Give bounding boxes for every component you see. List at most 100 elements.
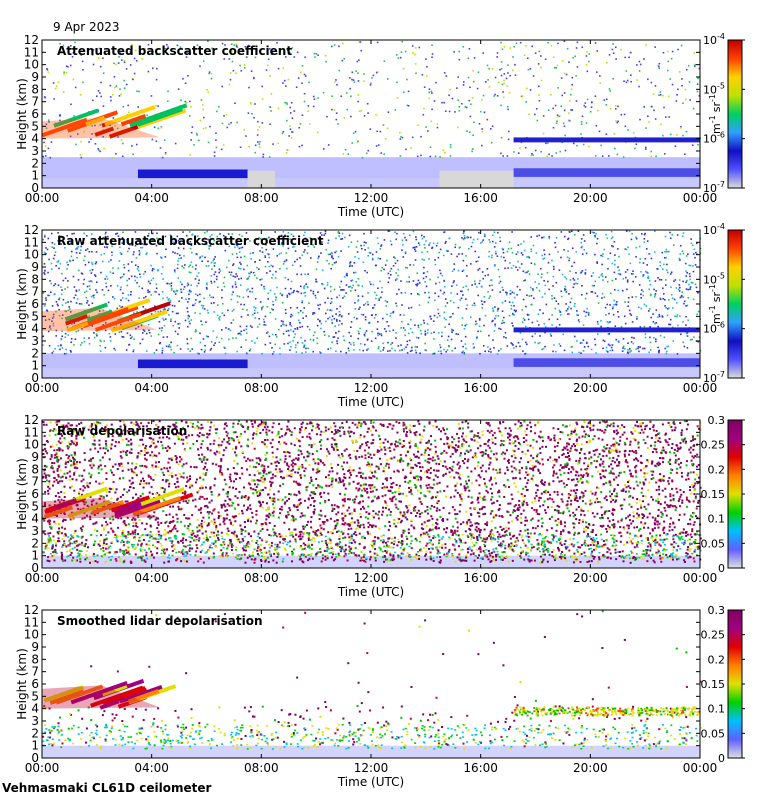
- y-tick-label: 7: [31, 665, 39, 679]
- y-tick-label: 9: [31, 260, 39, 274]
- colorbar: 10-7 10-6 10-5 10-4 m-1sr-1: [703, 32, 745, 195]
- x-tick-label: 00:00: [683, 381, 718, 395]
- y-tick-label: 1: [31, 359, 39, 373]
- y-tick-label: 8: [31, 82, 39, 96]
- y-tick-label: 7: [31, 95, 39, 109]
- plot-area: [42, 610, 700, 758]
- y-tick-label: 6: [31, 297, 39, 311]
- colorbar-tick-label: 0: [718, 752, 725, 765]
- panel-title: Raw attenuated backscatter coefficient: [57, 234, 324, 248]
- colorbar-unit: m-1sr-1: [708, 94, 723, 134]
- x-tick-label: 12:00: [354, 381, 389, 395]
- y-tick-label: 9: [31, 640, 39, 654]
- y-tick-label: 0: [31, 751, 39, 765]
- y-axis-label: Height (km): [15, 648, 29, 719]
- colorbar: 10-7 10-6 10-5 10-4 m-1sr-1: [703, 222, 745, 385]
- colorbar-tick-label: 0.15: [701, 488, 726, 501]
- y-axis-label: Height (km): [15, 78, 29, 149]
- x-tick-label: 20:00: [573, 571, 608, 585]
- x-axis-label: Time (UTC): [337, 205, 404, 219]
- colorbar-tick-label: 0.2: [708, 653, 726, 666]
- y-tick-label: 4: [31, 512, 39, 526]
- colorbar-tick-label: 0.1: [708, 513, 726, 526]
- y-tick-label: 3: [31, 334, 39, 348]
- colorbar-tick-label: 0.3: [708, 414, 726, 427]
- y-tick-label: 2: [31, 346, 39, 360]
- y-tick-label: 0: [31, 561, 39, 575]
- x-tick-label: 00:00: [683, 761, 718, 775]
- x-tick-label: 04:00: [134, 191, 169, 205]
- y-tick-label: 8: [31, 272, 39, 286]
- colorbar-tick-label: 10-4: [703, 32, 725, 47]
- x-tick-label: 08:00: [244, 381, 279, 395]
- x-tick-label: 20:00: [573, 381, 608, 395]
- y-tick-label: 12: [24, 33, 39, 47]
- colorbar-tick-label: 0: [718, 562, 725, 575]
- x-tick-label: 00:00: [25, 571, 60, 585]
- date-label: 9 Apr 2023: [53, 20, 120, 34]
- x-tick-label: 04:00: [134, 571, 169, 585]
- colorbar-tick-label: 0.25: [701, 629, 726, 642]
- colorbar: 0 0.05 0.1 0.15 0.2 0.25 0.3: [701, 604, 745, 765]
- colorbar-tick-label: 0.05: [701, 537, 726, 550]
- y-tick-label: 5: [31, 309, 39, 323]
- y-tick-label: 8: [31, 652, 39, 666]
- colorbar-tick-label: 0.15: [701, 678, 726, 691]
- y-tick-label: 3: [31, 714, 39, 728]
- y-tick-label: 11: [24, 45, 39, 59]
- y-tick-label: 2: [31, 536, 39, 550]
- y-tick-label: 6: [31, 677, 39, 691]
- y-axis-label: Height (km): [15, 268, 29, 339]
- x-tick-label: 04:00: [134, 381, 169, 395]
- y-tick-label: 5: [31, 499, 39, 513]
- colorbar-tick-label: 0.3: [708, 604, 726, 617]
- colorbar-unit: m-1sr-1: [708, 284, 723, 324]
- x-axis-label: Time (UTC): [337, 585, 404, 599]
- colorbar-tick-label: 10-7: [703, 370, 725, 385]
- y-tick-label: 12: [24, 603, 39, 617]
- site-label: Vehmasmaki CL61D ceilometer: [2, 781, 212, 795]
- y-tick-label: 12: [24, 413, 39, 427]
- y-tick-label: 3: [31, 524, 39, 538]
- y-tick-label: 0: [31, 181, 39, 195]
- y-tick-label: 10: [24, 58, 39, 72]
- colorbar-tick-label: 0.1: [708, 703, 726, 716]
- heatmap-field: [42, 610, 702, 758]
- y-tick-label: 6: [31, 107, 39, 121]
- y-tick-label: 4: [31, 702, 39, 716]
- x-tick-label: 16:00: [463, 191, 498, 205]
- y-tick-label: 4: [31, 322, 39, 336]
- x-tick-label: 00:00: [683, 571, 718, 585]
- colorbar-tick-label: 0.05: [701, 727, 726, 740]
- y-tick-label: 9: [31, 70, 39, 84]
- x-tick-label: 12:00: [354, 191, 389, 205]
- y-axis-label: Height (km): [15, 458, 29, 529]
- y-tick-label: 11: [24, 235, 39, 249]
- colorbar-tick-label: 10-6: [703, 131, 725, 146]
- y-tick-label: 9: [31, 450, 39, 464]
- y-tick-label: 1: [31, 169, 39, 183]
- x-tick-label: 00:00: [25, 761, 60, 775]
- x-tick-label: 16:00: [463, 571, 498, 585]
- y-tick-label: 5: [31, 689, 39, 703]
- heatmap-field: [41, 40, 702, 188]
- y-tick-label: 8: [31, 462, 39, 476]
- y-tick-label: 7: [31, 475, 39, 489]
- colorbar-tick-label: 10-7: [703, 180, 725, 195]
- x-tick-label: 08:00: [244, 571, 279, 585]
- y-tick-label: 10: [24, 628, 39, 642]
- y-tick-label: 5: [31, 119, 39, 133]
- panel-title: Attenuated backscatter coefficient: [57, 44, 292, 58]
- x-tick-label: 04:00: [134, 761, 169, 775]
- y-tick-label: 2: [31, 726, 39, 740]
- y-tick-label: 11: [24, 615, 39, 629]
- y-tick-label: 0: [31, 371, 39, 385]
- y-tick-label: 1: [31, 739, 39, 753]
- x-tick-label: 20:00: [573, 191, 608, 205]
- heatmap-field: [42, 420, 702, 568]
- colorbar-tick-label: 10-4: [703, 222, 725, 237]
- y-tick-label: 10: [24, 248, 39, 262]
